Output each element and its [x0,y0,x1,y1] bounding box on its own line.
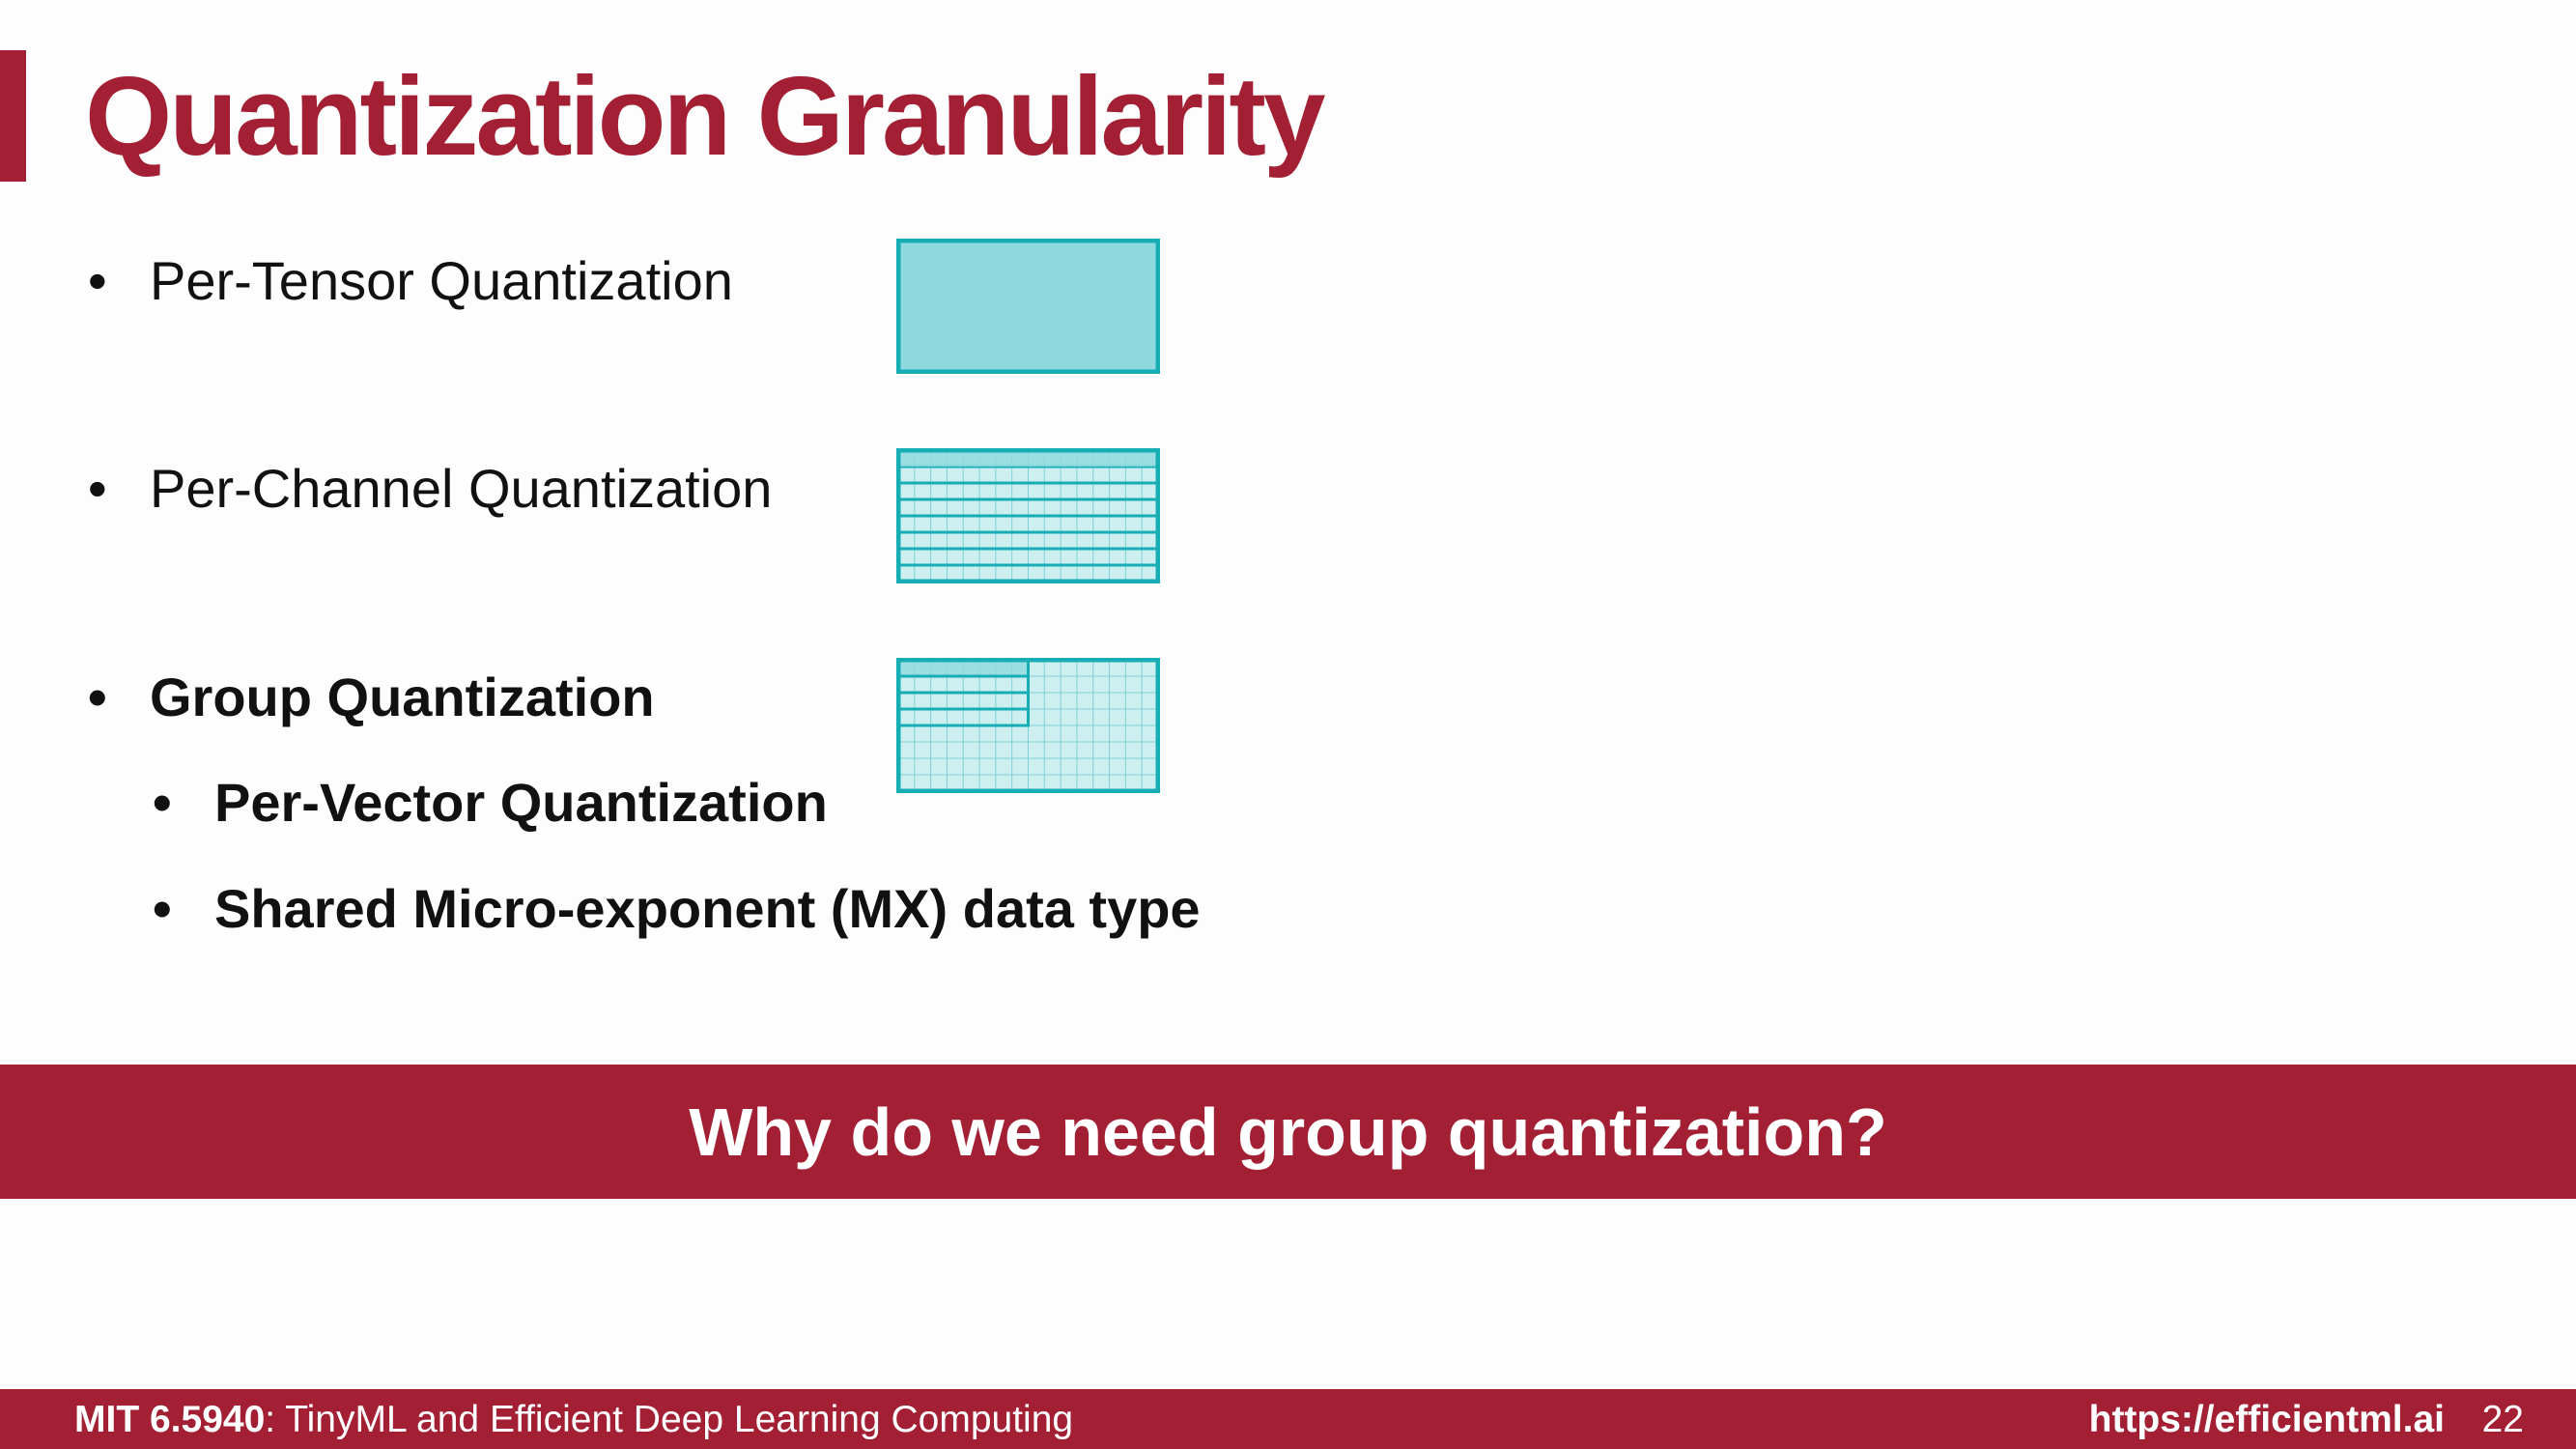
bullet-per-tensor: • Per-Tensor Quantization [88,247,733,315]
bullet-per-channel: • Per-Channel Quantization [88,455,773,523]
bullet-dot: • [88,458,107,519]
footer-course: MIT 6.5940: TinyML and Efficient Deep Le… [74,1399,1073,1441]
sub-bullet-per-vector: • Per-Vector Quantization [153,769,828,837]
bullet-dot: • [153,772,172,833]
title-accent-bar [0,50,26,182]
bullet-dot: • [153,878,172,939]
bullet-dot: • [88,250,107,311]
question-banner: Why do we need group quantization? [0,1065,2576,1199]
bullet-text: Shared Micro-exponent (MX) data type [214,878,1201,939]
bullet-text: Per-Tensor Quantization [150,250,733,311]
footer-url-link[interactable]: https://efficientml.ai [2088,1399,2445,1440]
per-channel-matrix-icon [896,448,1160,583]
sub-bullet-mx: • Shared Micro-exponent (MX) data type [153,875,1201,943]
slide-title: Quantization Granularity [85,53,1325,179]
page-number: 22 [2481,1399,2524,1440]
course-title: : TinyML and Efficient Deep Learning Com… [265,1399,1074,1440]
bullet-dot: • [88,667,107,727]
bullet-text: Per-Channel Quantization [150,458,773,519]
bullet-text: Per-Vector Quantization [214,772,828,833]
footer-bar: MIT 6.5940: TinyML and Efficient Deep Le… [0,1389,2576,1449]
bullet-text: Group Quantization [150,667,655,727]
course-code: MIT 6.5940 [74,1399,266,1440]
banner-text: Why do we need group quantization? [689,1094,1887,1170]
bullet-group: • Group Quantization [88,664,655,731]
per-tensor-matrix-icon [896,239,1160,374]
group-matrix-icon [896,658,1160,793]
